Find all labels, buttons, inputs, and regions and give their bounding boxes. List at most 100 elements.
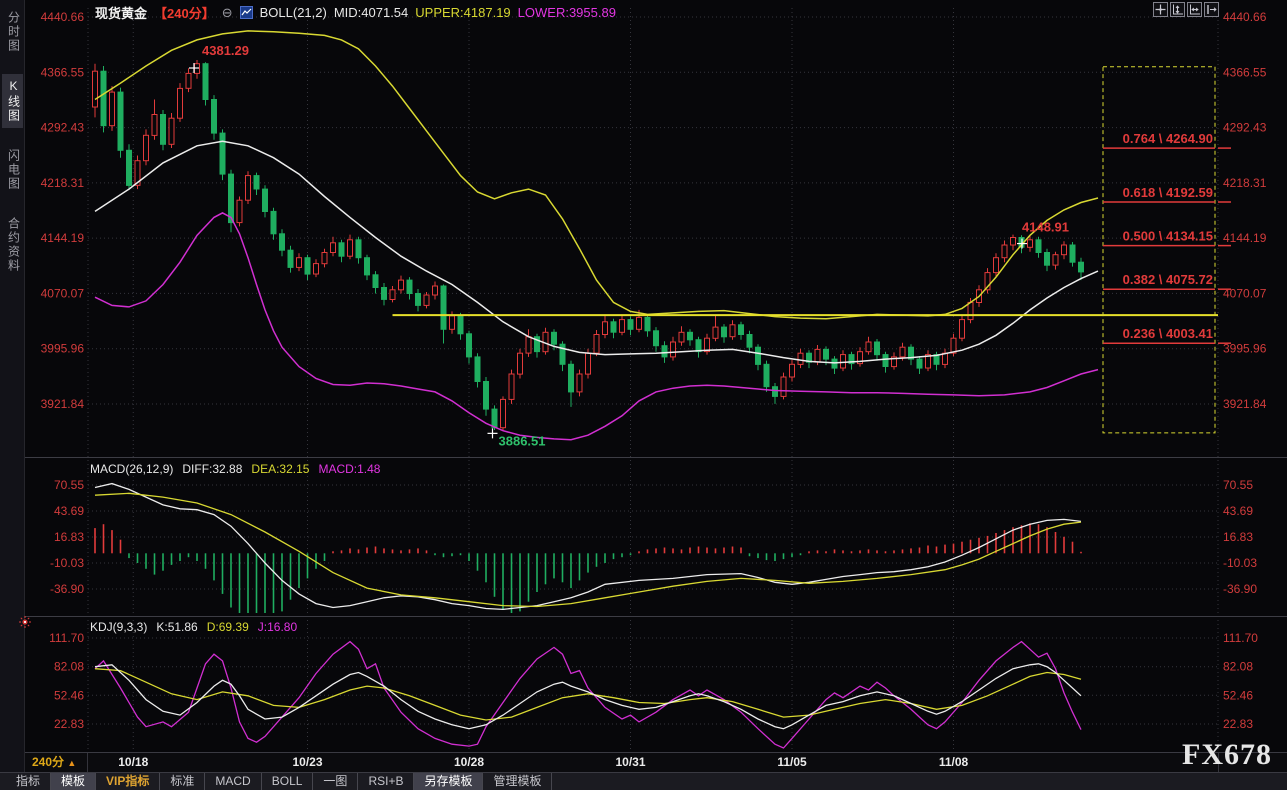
y-axis-label: 43.69 (54, 504, 84, 518)
chart-type-sidebar: 分时图 K线图 闪电图 合约资料 (0, 0, 25, 772)
y-axis-label: 22.83 (1223, 717, 1253, 731)
macd-dea-line (94, 492, 1082, 608)
indicator-chart-icon (239, 6, 253, 19)
y-axis-label: -10.03 (50, 556, 84, 570)
y-axis-label: 4218.31 (1223, 176, 1267, 190)
x-axis-date-label: 10/31 (615, 755, 646, 769)
chart-area: 0.764 \ 4264.90 0.618 \ 4192.59 0.500 \ 41… (25, 0, 1287, 752)
y-axis-label: 70.55 (1223, 478, 1253, 492)
fib-level-label: 0.764 \ 4264.90 (1123, 131, 1213, 146)
boll-indicator-label: BOLL(21,2) (259, 5, 327, 20)
y-axis-label: 4440.66 (1223, 10, 1267, 24)
crosshair-icon[interactable] (1153, 2, 1168, 17)
axis-labels: 4440.66 4440.66 4366.55 4366.55 4292.43 4292.… (41, 10, 1267, 731)
fib-level-label: 0.236 \ 4003.41 (1123, 326, 1213, 341)
chart-tools (1153, 2, 1219, 17)
fib-level-label: 0.618 \ 4192.59 (1123, 185, 1213, 200)
kdj-d-value: D:69.39 (206, 620, 249, 634)
pan-right-icon[interactable] (1204, 2, 1219, 17)
kdj-panel-header: KDJ(9,3,3) K:51.86 D:69.39 J:16.80 (90, 620, 297, 634)
boll-mid-band (94, 140, 1099, 364)
boll-lower-band (94, 212, 1099, 441)
x-axis-date-label: 10/18 (118, 755, 149, 769)
boll-mid-value: MID:4071.54 (333, 5, 409, 20)
y-axis-label: 4292.43 (1223, 121, 1267, 135)
y-axis-label: 3921.84 (41, 397, 85, 411)
price-annotation: 3886.51 (499, 433, 546, 448)
y-axis-label: 22.83 (54, 717, 84, 731)
kdj-d-line (94, 668, 1082, 721)
x-axis-date-label: 11/05 (777, 755, 807, 769)
annotations-layer: 4381.29 4148.91 3886.51 (189, 43, 1069, 448)
toolbar-tab-boll[interactable]: BOLL (262, 773, 314, 790)
fib-level-label: 0.382 \ 4075.72 (1123, 272, 1213, 287)
toolbar-tab-vip-indicators[interactable]: VIP指标 (96, 773, 161, 790)
kdj-indicator-label: KDJ(9,3,3) (90, 620, 148, 634)
sidebar-item-lightning-chart[interactable]: 闪电图 (6, 149, 21, 191)
toolbar-tab-standard[interactable]: 标准 (160, 773, 206, 790)
macd-macd-value: MACD:1.48 (318, 462, 381, 476)
macd-dea-value: DEA:32.15 (251, 462, 310, 476)
chart-header: 现货黄金 【240分】 ⊖ BOLL(21,2) MID:4071.54 UPP… (95, 3, 616, 22)
boll-upper-value: UPPER:4187.19 (415, 5, 511, 20)
macd-diff-value: DIFF:32.88 (182, 462, 243, 476)
y-axis-label: 52.46 (54, 688, 84, 702)
toolbar-tab-templates[interactable]: 模板 (51, 773, 97, 790)
toolbar-tab-indicators[interactable]: 指标 (6, 773, 52, 790)
y-axis-label: 16.83 (54, 530, 84, 544)
x-axis-date-label: 10/28 (453, 755, 485, 769)
price-annotation: 4381.29 (202, 43, 249, 58)
y-axis-label: 4070.07 (1223, 286, 1267, 300)
y-axis-zoom-icon[interactable] (1170, 2, 1185, 17)
x-axis-zoom-icon[interactable] (1187, 2, 1202, 17)
y-axis-label: 43.69 (1223, 504, 1253, 518)
kdj-panel (94, 640, 1082, 749)
y-axis-label: -10.03 (1223, 556, 1257, 570)
alert-icon[interactable] (18, 615, 32, 634)
toolbar-tab-rsi-b[interactable]: RSI+B (358, 773, 415, 790)
boll-upper-band (94, 30, 1099, 320)
y-axis-label: 4144.19 (41, 231, 85, 245)
macd-diff-line (94, 482, 1082, 611)
fib-box (1102, 66, 1216, 434)
y-axis-label: 82.08 (54, 660, 84, 674)
chart-canvas[interactable]: 0.764 \ 4264.90 0.618 \ 4192.59 0.500 \ 41… (25, 0, 1287, 752)
period-selector-label: 240分 (32, 755, 65, 769)
sidebar-item-time-chart[interactable]: 分时图 (6, 11, 21, 53)
y-axis-label: 4218.31 (41, 176, 85, 190)
y-axis-label: 70.55 (54, 478, 84, 492)
chevron-up-icon: ▲ (67, 758, 77, 768)
y-axis-label: 52.46 (1223, 688, 1253, 702)
sidebar-item-contract-info[interactable]: 合约资料 (6, 217, 21, 273)
y-axis-label: 4292.43 (41, 121, 85, 135)
boll-lower-value: LOWER:3955.89 (517, 5, 616, 20)
y-axis-label: -36.90 (50, 582, 84, 596)
y-axis-label: 4366.55 (1223, 65, 1267, 79)
kdj-k-line (94, 663, 1082, 730)
y-axis-label: -36.90 (1223, 582, 1257, 596)
y-axis-label: 111.70 (1223, 631, 1258, 645)
period-selector[interactable]: 240分 ▲ (25, 753, 88, 772)
candlestick-series (92, 60, 1084, 431)
y-axis-label: 3921.84 (1223, 397, 1267, 411)
y-axis-label: 3995.96 (1223, 342, 1267, 356)
y-axis-label: 16.83 (1223, 530, 1253, 544)
bottom-toolbar: 指标 模板 VIP指标 标准 MACD BOLL 一图 RSI+B 另存模板 管… (0, 772, 1287, 790)
grid-layer (25, 8, 1287, 750)
y-axis-label: 4070.07 (41, 286, 85, 300)
x-axis-date-label: 11/08 (938, 755, 969, 769)
period-label: 【240分】 (154, 6, 215, 21)
toolbar-tab-manage-template[interactable]: 管理模板 (483, 773, 553, 790)
kdj-k-value: K:51.86 (156, 620, 198, 634)
macd-indicator-label: MACD(26,12,9) (90, 462, 174, 476)
y-axis-label: 4144.19 (1223, 231, 1267, 245)
toolbar-tab-save-template[interactable]: 另存模板 (414, 773, 484, 790)
y-axis-label: 4366.55 (41, 65, 85, 79)
y-axis-label: 3995.96 (41, 342, 85, 356)
toolbar-tab-macd[interactable]: MACD (205, 773, 262, 790)
collapse-icon[interactable]: ⊖ (221, 4, 233, 20)
toolbar-tab-one-chart[interactable]: 一图 (313, 773, 359, 790)
sidebar-item-kline-chart[interactable]: K线图 (1, 74, 23, 128)
kdj-j-value: J:16.80 (257, 620, 298, 634)
